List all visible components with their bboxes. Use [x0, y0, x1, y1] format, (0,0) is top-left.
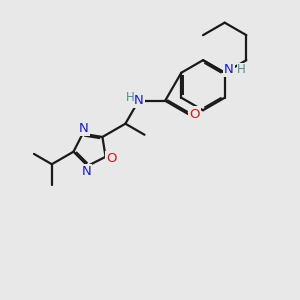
Text: N: N	[79, 122, 89, 135]
Text: O: O	[106, 152, 117, 165]
Text: H: H	[237, 63, 246, 76]
Text: H: H	[126, 91, 135, 104]
Text: N: N	[134, 94, 143, 107]
Text: O: O	[189, 107, 200, 121]
Text: N: N	[224, 63, 234, 76]
Text: N: N	[81, 165, 91, 178]
